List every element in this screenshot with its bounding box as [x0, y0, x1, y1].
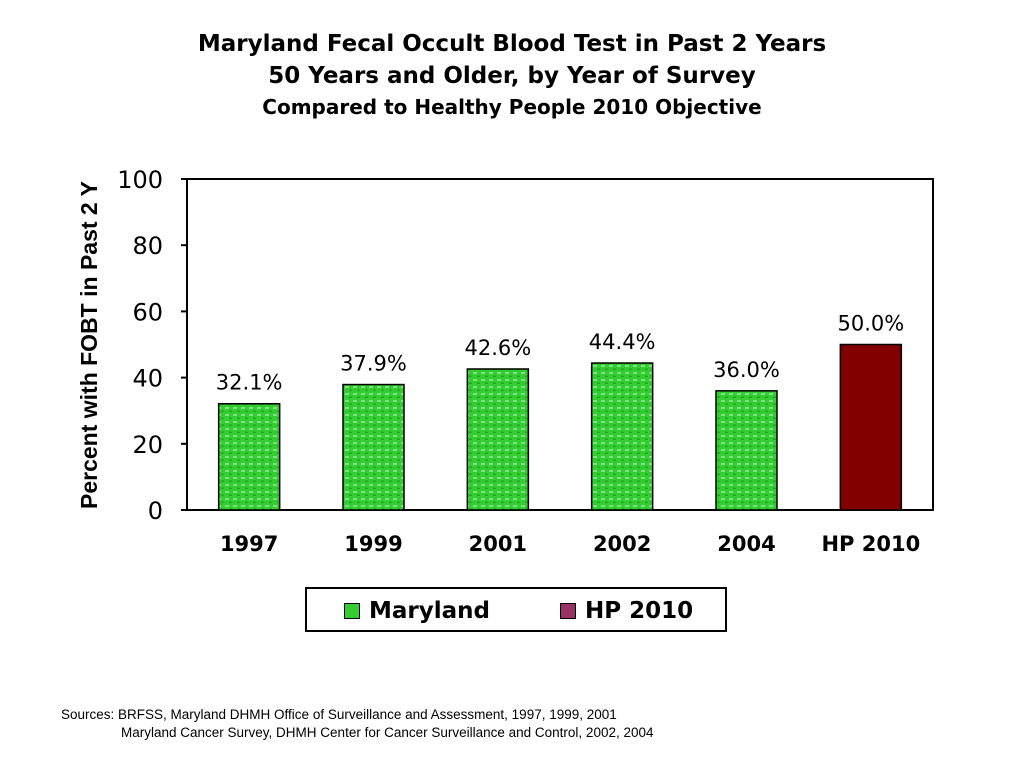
x-tick-label: 2004 [717, 532, 775, 556]
legend-label-hp2010: HP 2010 [585, 598, 694, 624]
chart-legend: Maryland HP 2010 [305, 587, 727, 632]
sources-line-2: Maryland Cancer Survey, DHMH Center for … [121, 725, 654, 740]
data-label: 36.0% [713, 358, 780, 382]
data-label: 37.9% [340, 352, 407, 376]
y-axis-label: Percent with FOBT in Past 2 Y [76, 181, 102, 509]
legend-swatch-hp2010 [560, 603, 576, 619]
chart-title-block: Maryland Fecal Occult Blood Test in Past… [0, 28, 1024, 122]
bar [590, 362, 654, 511]
y-tick-label: 20 [132, 431, 163, 459]
y-tick-label: 60 [132, 298, 163, 326]
x-tick-label: 1999 [344, 532, 402, 556]
sources-note: Sources: BRFSS, Maryland DHMH Office of … [61, 706, 654, 742]
data-label: 32.1% [216, 371, 283, 395]
plot-area [186, 178, 934, 511]
data-label: 42.6% [464, 336, 531, 360]
bar [715, 390, 778, 511]
bar-chart: 0 20 40 60 80 100 Percent with FOBT in Past 2 … [76, 166, 934, 556]
bar [839, 343, 903, 511]
chart-title: Maryland Fecal Occult Blood Test in Past… [197, 31, 827, 57]
legend-swatch-maryland [344, 603, 360, 619]
bar [217, 402, 281, 511]
legend-label-maryland: Maryland [369, 598, 490, 624]
chart-subtitle-comparison: Compared to Healthy People 2010 Objectiv… [262, 95, 762, 119]
sources-line-1: Sources: BRFSS, Maryland DHMH Office of … [61, 707, 617, 722]
y-tick-label: 40 [132, 365, 163, 393]
bar [342, 383, 405, 511]
x-tick-label: 2002 [593, 532, 651, 556]
chart-subtitle: 50 Years and Older, by Year of Survey [268, 63, 756, 89]
legend-item-hp2010: HP 2010 [560, 598, 693, 624]
x-tick-label: 1997 [220, 532, 278, 556]
y-tick-label: 80 [132, 232, 163, 260]
x-tick-label: 2001 [469, 532, 527, 556]
x-tick-label: HP 2010 [821, 532, 920, 556]
data-label: 50.0% [837, 312, 904, 336]
y-tick-label: 100 [117, 166, 163, 194]
data-label: 44.4% [589, 330, 656, 354]
bar [466, 368, 530, 511]
legend-item-maryland: Maryland [344, 598, 490, 624]
y-tick-label: 0 [148, 497, 163, 525]
